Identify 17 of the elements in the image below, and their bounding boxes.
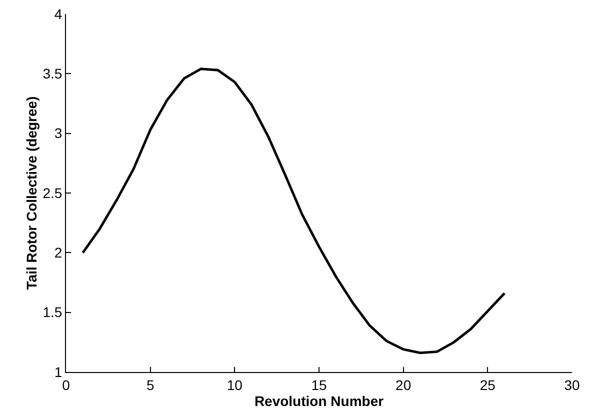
- x-tick-label: 30: [564, 376, 580, 393]
- y-tick-label: 3.5: [42, 66, 62, 82]
- y-tick-label: 2: [54, 244, 62, 261]
- y-tick-label: 2.5: [42, 184, 62, 201]
- y-tick-label: 4: [54, 6, 62, 22]
- y-tick-label: 3: [54, 125, 62, 142]
- x-tick-label: 10: [226, 376, 243, 393]
- x-tick-label: 15: [311, 376, 327, 393]
- y-tick-label: 1.5: [42, 304, 62, 320]
- x-axis-title: Revolution Number: [254, 392, 384, 409]
- line-series: [82, 68, 506, 354]
- x-tick-label: 0: [62, 376, 70, 393]
- y-tick-label: 1: [54, 364, 62, 380]
- y-axis-title: Tail Rotor Collective (degree): [23, 96, 40, 290]
- x-tick-label: 20: [396, 376, 412, 393]
- x-tick-label: 25: [480, 376, 496, 393]
- x-tick-label: 5: [146, 376, 154, 393]
